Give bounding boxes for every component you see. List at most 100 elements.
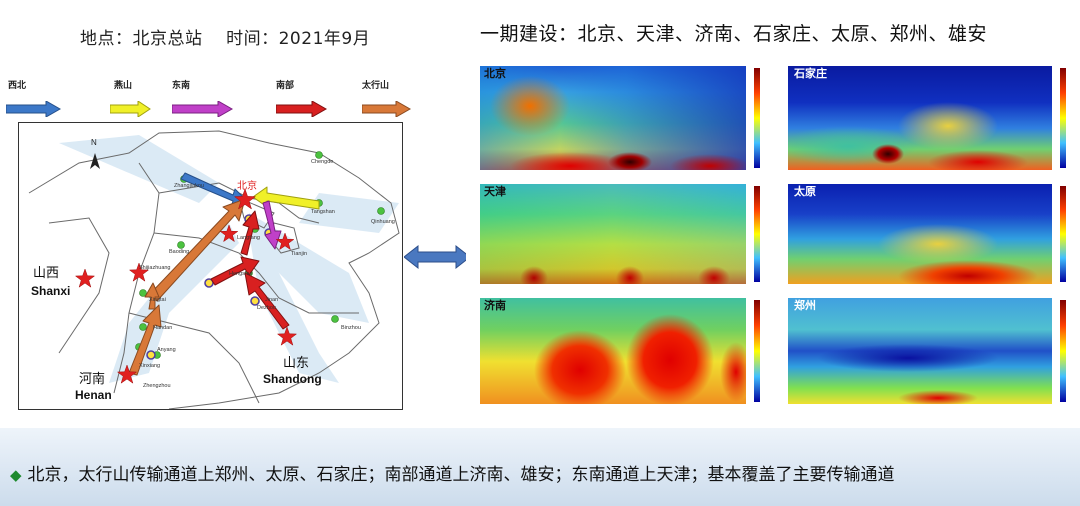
taihang-arrow-south: [128, 304, 162, 376]
legend-label: 东南: [172, 81, 191, 91]
transport-channel-map: N 北京 Chengde Zhangjiakou Tangshan Qinhua…: [18, 122, 403, 410]
map-svg: N 北京 Chengde Zhangjiakou Tangshan Qinhua…: [28, 130, 400, 409]
city-label: Handan: [153, 325, 172, 331]
city-label: Binzhou: [341, 325, 361, 331]
beijing-label: 北京: [237, 179, 257, 192]
star-xiongan: [219, 224, 239, 243]
city-dot: [139, 289, 147, 297]
legend-label: 西北: [8, 81, 27, 91]
arrow-shape: [110, 101, 151, 117]
star-jinan: [276, 326, 298, 346]
station-dot: [146, 350, 156, 360]
city-label: Anyang: [157, 347, 176, 353]
legend-arrow-icon: [6, 101, 62, 117]
city-label: Zhengzhou: [143, 383, 171, 389]
lidar-panel-jinan: 济南: [466, 294, 772, 414]
city-label: Chengde: [311, 159, 333, 165]
station-dot: [204, 278, 214, 288]
city-dot: [139, 323, 147, 331]
footer-summary: ◆ 北京，太行山传输通道上郑州、太原、石家庄；南部通道上济南、雄安；东南通道上天津…: [10, 460, 895, 485]
panel-label: 郑州: [794, 299, 816, 312]
city-label: Dezhou: [257, 305, 276, 311]
boundary-line: [153, 232, 359, 314]
city-label: Langfang: [237, 235, 260, 241]
province-en: Shanxi: [31, 284, 70, 298]
south-arrow-jinan: [244, 272, 290, 330]
legend-arrow-icon: [362, 101, 412, 117]
colorbar: [754, 68, 760, 168]
arrow-shape: [362, 101, 412, 117]
phase-title: 一期建设：北京、天津、济南、石家庄、太原、郑州、雄安: [480, 23, 988, 45]
colorbar: [754, 300, 760, 402]
province-cn: 山东: [283, 355, 309, 370]
heatmap-jinan: [480, 298, 746, 404]
legend-arrow-icon: [276, 101, 328, 117]
lidar-panel-beijing: 北京: [466, 62, 772, 178]
panel-label: 太原: [794, 185, 816, 198]
panel-label: 济南: [484, 299, 506, 312]
panel-label: 天津: [484, 185, 506, 198]
city-label: Tangshan: [311, 209, 335, 215]
channel-band: [59, 135, 219, 203]
city-label: Xinxiang: [139, 363, 160, 369]
heatmap-beijing: [480, 66, 746, 170]
channel-band: [249, 233, 339, 383]
legend-arrow-icon: [172, 101, 234, 117]
legend-arrow-icon: [110, 101, 151, 117]
province-cn: 山西: [33, 265, 59, 280]
heatmap-taiyuan: [788, 184, 1052, 284]
double-arrow-icon: [404, 244, 470, 270]
heatmap-shijiazhuang: [788, 66, 1052, 170]
channel-band: [299, 193, 399, 233]
boundary-line: [238, 197, 275, 229]
arrow-shape: [6, 101, 62, 117]
diamond-bullet-icon: ◆: [10, 466, 22, 484]
colorbar: [754, 186, 760, 282]
station-dot: [250, 296, 260, 306]
south-arrow-dezhou: [210, 256, 260, 286]
city-dot: [377, 207, 385, 215]
lidar-panel-shijiazhuang: 石家庄: [774, 62, 1078, 178]
heatmap-zhengzhou: [788, 298, 1052, 404]
star-tianjin: [275, 232, 295, 251]
city-label: Baoding: [169, 249, 189, 255]
location-time-title: 地点：北京总站 时间：2021年9月: [80, 29, 371, 49]
footer-text: 北京，太行山传输通道上郑州、太原、石家庄；南部通道上济南、雄安；东南通道上天津；…: [27, 465, 895, 485]
province-en: Shandong: [263, 372, 322, 386]
taihang-arrow-mid: [144, 282, 160, 310]
channel-band: [109, 223, 239, 383]
star-beijing: [233, 188, 257, 210]
province-cn: 河南: [79, 371, 105, 386]
legend-label: 燕山: [114, 81, 133, 91]
south-arrow-xiongan: [240, 210, 260, 256]
double-arrow-shape: [404, 244, 470, 270]
star-shijiazhuang: [128, 262, 150, 282]
colorbar: [1060, 186, 1066, 282]
star-zhengzhou: [116, 364, 138, 384]
panel-label: 石家庄: [794, 67, 827, 80]
city-label: Qinhuang: [371, 219, 395, 225]
taihang-arrow-north: [148, 198, 246, 302]
city-label: Jinan: [265, 297, 278, 303]
city-dot: [331, 315, 339, 323]
panel-label: 北京: [484, 67, 506, 80]
colorbar: [1060, 68, 1066, 168]
footer-band: [0, 428, 1080, 506]
boundary-line: [28, 130, 400, 409]
legend-label: 太行山: [362, 81, 390, 91]
north-arrow-shape: [90, 153, 100, 169]
city-label: Xingtai: [149, 297, 166, 303]
lidar-panel-zhengzhou: 郑州: [774, 294, 1078, 414]
city-dot: [315, 151, 323, 159]
arrow-shape: [276, 101, 328, 117]
city-label: Zhangjiakou: [174, 183, 204, 189]
boundary-line: [48, 217, 110, 354]
province-en: Henan: [75, 388, 112, 402]
city-label: Tianjin: [291, 251, 307, 257]
lidar-panel-tianjin: 天津: [466, 180, 772, 292]
legend-label: 南部: [276, 81, 295, 91]
city-dot: [177, 241, 185, 249]
arrow-shape: [172, 101, 234, 117]
city-label: Shijiazhuang: [139, 265, 171, 271]
yanshan-arrow: [252, 186, 320, 210]
